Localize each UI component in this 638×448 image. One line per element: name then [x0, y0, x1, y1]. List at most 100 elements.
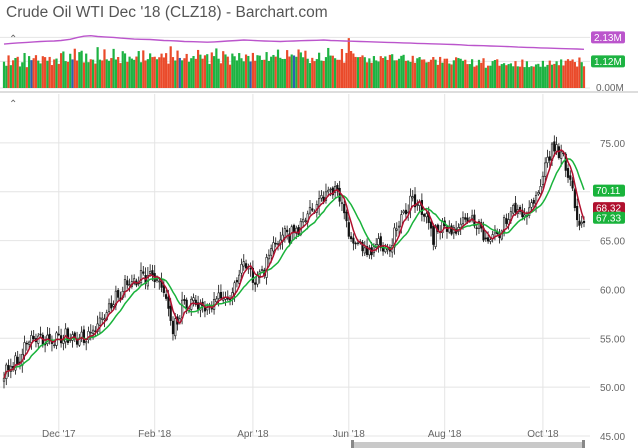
- volume-bar: [427, 62, 430, 88]
- volume-bar: [69, 53, 72, 88]
- volume-bar: [254, 60, 257, 88]
- scrollbar-left-handle[interactable]: [351, 440, 354, 448]
- candle-body: [112, 304, 115, 307]
- volume-bar: [468, 64, 471, 88]
- candle-body: [23, 342, 26, 357]
- volume-bar: [288, 56, 291, 88]
- candle-body: [539, 186, 542, 195]
- candle-body: [505, 218, 508, 224]
- volume-bar: [169, 46, 172, 88]
- volume-bar: [322, 60, 325, 88]
- candle-body: [171, 320, 175, 335]
- volume-bar: [2, 61, 6, 88]
- candle-body: [576, 205, 579, 221]
- chevron-up-icon[interactable]: ⌃: [9, 34, 17, 45]
- price-tag-box: [593, 202, 625, 215]
- candle-body: [62, 340, 65, 344]
- panel-separator[interactable]: [0, 91, 638, 93]
- candle-body: [356, 242, 360, 244]
- candle-body: [432, 225, 435, 245]
- candle-body: [194, 299, 197, 305]
- volume-bar: [443, 58, 446, 88]
- volume-bar: [505, 65, 508, 88]
- volume-bar: [466, 64, 469, 88]
- volume-bar: [194, 58, 197, 88]
- volume-bar: [215, 48, 218, 88]
- candle-body: [397, 225, 401, 228]
- volume-bar: [381, 58, 385, 88]
- volume-bar: [473, 66, 476, 88]
- volume-bar: [306, 58, 309, 88]
- volume-bar: [571, 59, 574, 88]
- candle-body: [429, 221, 433, 229]
- volume-bar: [130, 58, 133, 88]
- price-collapse-icon[interactable]: ⌃: [9, 99, 17, 110]
- candle-body: [103, 318, 106, 321]
- volume-bar: [260, 59, 264, 88]
- short-moving-average-line: [3, 148, 585, 379]
- volume-bar: [153, 56, 156, 88]
- volume-bar: [523, 67, 526, 88]
- volume-bar: [311, 57, 314, 88]
- volume-bar: [525, 61, 529, 88]
- price-x-tick-label: Feb '18: [138, 429, 171, 440]
- long-moving-average-line: [3, 158, 585, 379]
- volume-bar: [564, 60, 567, 88]
- volume-bar: [208, 63, 211, 88]
- volume-bar: [557, 65, 560, 88]
- candle-body: [411, 196, 414, 199]
- volume-bar: [151, 57, 154, 88]
- volume-bar: [32, 58, 35, 88]
- volume-collapse-icon[interactable]: ⌃: [9, 34, 17, 45]
- volume-bar: [219, 63, 223, 88]
- candle-body: [169, 305, 172, 321]
- volume-bar: [171, 57, 175, 88]
- volume-bar: [110, 58, 113, 88]
- volume-bar: [295, 56, 298, 88]
- candle-body: [560, 151, 563, 159]
- candle-body: [215, 298, 218, 303]
- candle-body: [165, 294, 168, 299]
- candle-body: [459, 223, 462, 228]
- volume-bar: [167, 63, 170, 88]
- scrollbar-right-handle[interactable]: [582, 440, 585, 448]
- candle-body: [475, 227, 478, 229]
- candle-body: [566, 168, 570, 178]
- scrollbar-thumb[interactable]: [352, 442, 584, 448]
- volume-bar: [75, 60, 79, 88]
- volume-bar: [518, 66, 522, 88]
- volume-bar: [123, 53, 127, 88]
- volume-bar: [393, 60, 396, 88]
- volume-bar: [46, 60, 49, 88]
- volume-bar: [158, 57, 161, 88]
- volume-bar: [336, 59, 339, 88]
- candle-body: [117, 290, 120, 298]
- candle-body: [91, 329, 95, 334]
- volume-bar: [155, 59, 159, 88]
- volume-bar: [450, 64, 453, 88]
- volume-bar: [41, 56, 44, 88]
- volume-bars: [2, 38, 586, 88]
- volume-bar: [187, 61, 191, 88]
- candle-body: [174, 318, 177, 337]
- volume-bar: [5, 65, 8, 88]
- candle-body: [402, 210, 405, 214]
- candle-body: [183, 298, 186, 301]
- volume-bar: [135, 56, 138, 88]
- volume-bar: [391, 54, 394, 88]
- candle-body: [413, 194, 417, 208]
- chevron-up-icon[interactable]: ⌃: [9, 99, 17, 110]
- volume-bar: [101, 60, 104, 88]
- volume-bar: [578, 57, 581, 88]
- volume-bar: [91, 59, 95, 88]
- price-tag-label: 70.11: [596, 186, 621, 197]
- candle-body: [158, 280, 161, 283]
- volume-bar: [165, 53, 168, 88]
- volume-bar: [23, 53, 26, 88]
- volume-bar: [496, 59, 499, 88]
- volume-bar: [420, 59, 423, 88]
- volume-bar: [457, 58, 460, 88]
- time-scrollbar[interactable]: [351, 440, 585, 448]
- candle-body: [260, 269, 264, 271]
